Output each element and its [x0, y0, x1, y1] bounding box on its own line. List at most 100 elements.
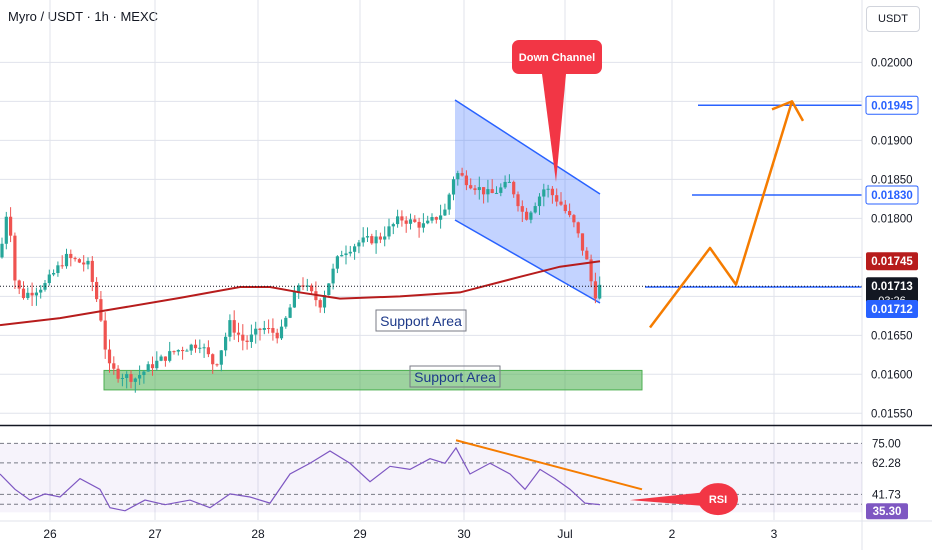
moving-average-line [0, 260, 601, 327]
candle-body [34, 292, 38, 296]
level-badge-0-01745-box [866, 252, 918, 271]
candle-body [297, 285, 301, 292]
candle-body [271, 328, 275, 333]
candle-body [176, 349, 180, 352]
candle-body [456, 173, 460, 180]
candle-body [546, 188, 550, 190]
candle-body [172, 351, 176, 353]
candle-body [391, 224, 395, 227]
candle-body [249, 334, 253, 342]
level-badge-0-01945-box [865, 95, 919, 115]
y-tick-label: 0.01900 [871, 135, 913, 147]
candle-body [404, 220, 408, 224]
rsi-tick-label: 41.73 [872, 489, 901, 501]
candle-body [434, 217, 438, 220]
candle-body [90, 260, 94, 282]
candle-body [120, 377, 124, 379]
candle-body [550, 188, 554, 196]
level-badge-0-01712-label: 0.01712 [871, 304, 913, 316]
candle-body [224, 336, 228, 351]
y-tick-label: 0.01600 [871, 369, 913, 381]
candle-body [284, 317, 288, 327]
candle-body [103, 320, 107, 350]
candle-body [30, 292, 34, 296]
candle-body [335, 256, 339, 269]
candle-body [129, 374, 133, 382]
rsi-line [0, 446, 601, 512]
candle-body [236, 332, 241, 335]
candle-body [112, 363, 116, 369]
down-channel-fill [455, 100, 600, 303]
support-area-lower-label: Support Area [414, 369, 496, 385]
candle-body [494, 192, 499, 194]
x-tick-label: 2 [669, 527, 676, 541]
down-channel-label: Down Channel [519, 52, 595, 64]
candle-body [125, 374, 129, 378]
support-zone-rect [103, 369, 643, 391]
candle-body [516, 194, 520, 207]
candle-body [464, 175, 468, 186]
candle-body [460, 173, 464, 176]
support-area-upper-box [375, 309, 467, 332]
candle-body [56, 265, 60, 274]
candle-body [421, 223, 425, 228]
candle-body [486, 189, 490, 195]
candle-body [21, 288, 26, 299]
down-channel-callout-box [512, 40, 602, 74]
down-channel-callout-pointer [542, 74, 566, 182]
x-tick-label: 3 [771, 527, 778, 541]
candle-body [279, 326, 284, 339]
candle-body [258, 328, 262, 330]
candle-body [228, 320, 232, 337]
level-badge-0-01712-box [866, 299, 918, 318]
candle-body [374, 236, 378, 244]
candle-body [340, 255, 344, 257]
current-price-label: 0.01713 [871, 281, 913, 293]
candle-body [39, 289, 43, 293]
candle-body [159, 356, 163, 361]
candle-body [69, 253, 73, 259]
candle-body [370, 236, 374, 244]
candle-body [383, 236, 387, 240]
candle-body [499, 187, 503, 193]
candle-body [580, 233, 585, 251]
candle-body [503, 181, 507, 188]
currency-button[interactable]: USDT [866, 6, 920, 32]
candle-body [82, 262, 86, 265]
candle-body [426, 220, 430, 224]
candle-body [13, 235, 17, 281]
candle-body [443, 209, 447, 216]
candle-body [138, 375, 142, 379]
candle-body [451, 179, 456, 195]
candle-body [4, 216, 8, 244]
candle-body [413, 219, 417, 222]
candle-body [447, 194, 451, 210]
candle-body [267, 328, 271, 330]
candle-body [477, 187, 481, 191]
candle-body [589, 259, 593, 282]
grid-layer [0, 0, 862, 520]
candle-body [52, 273, 56, 275]
x-tick-label: 27 [148, 527, 162, 541]
candle-body [555, 195, 559, 202]
candle-body [348, 251, 352, 254]
candle-body [215, 364, 219, 366]
candle-body [537, 196, 542, 207]
candle-body [26, 292, 30, 299]
chart-title: Myro / USDT · 1h · MEXC [8, 9, 159, 24]
candle-body [116, 368, 120, 379]
candle-body [206, 347, 210, 355]
candle-body [292, 291, 296, 308]
candle-body [0, 243, 4, 258]
candle-body [73, 258, 77, 260]
candle-body [507, 181, 511, 183]
candle-body [185, 350, 189, 352]
candle-body [520, 206, 524, 212]
y-tick-label: 0.01850 [871, 174, 913, 186]
x-tick-label: Jul [557, 527, 572, 541]
candle-body [64, 253, 69, 267]
candle-body [262, 328, 266, 330]
candle-body [198, 347, 202, 349]
candle-body [189, 344, 193, 351]
